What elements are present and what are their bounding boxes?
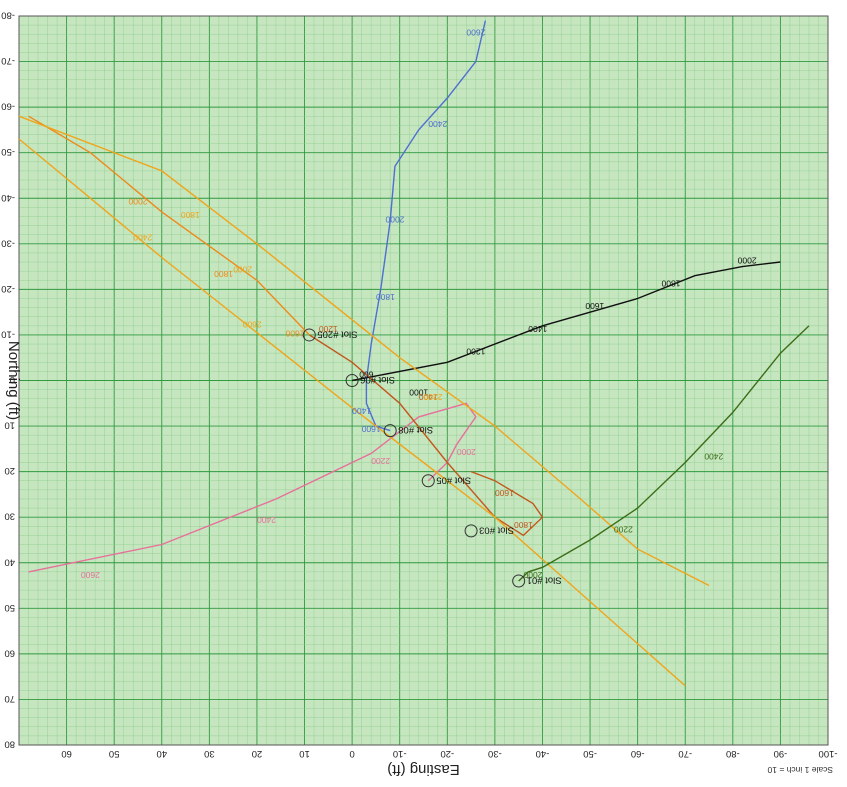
x-tick-label: -70 <box>678 748 692 759</box>
depth-label: 1800 <box>214 269 233 279</box>
slot-label: Slot #06 <box>360 374 395 385</box>
slot-label: Slot #01 <box>527 574 562 585</box>
depth-label: 2000 <box>128 196 147 206</box>
depth-label: 2000 <box>523 570 542 580</box>
y-tick-label: 30 <box>4 511 15 522</box>
y-tick-label: -40 <box>1 192 15 203</box>
scale-note: Scale 1 inch = 10 <box>767 765 833 775</box>
depth-label: 1800 <box>376 292 395 302</box>
x-tick-label: -80 <box>726 748 740 759</box>
x-tick-label: -90 <box>774 748 788 759</box>
series-line <box>365 20 487 432</box>
y-tick-label: -10 <box>1 328 15 339</box>
series-line <box>351 261 781 382</box>
series-line <box>28 115 310 336</box>
depth-label: 1800 <box>514 520 533 530</box>
grid-lines <box>18 15 829 746</box>
y-tick-label: -30 <box>1 237 15 248</box>
y-tick-label: -20 <box>1 283 15 294</box>
slot-marker <box>345 374 359 387</box>
x-tick-label: 20 <box>252 748 263 759</box>
x-tick-label: -60 <box>631 748 645 759</box>
slot-label: Slot #08 <box>398 424 433 435</box>
depth-label: 2200 <box>614 524 633 534</box>
x-tick-label: -40 <box>536 748 550 759</box>
slot-marker <box>421 474 435 488</box>
x-tick-label: -30 <box>488 748 502 759</box>
depth-label: 2200 <box>423 392 442 402</box>
x-tick-label: -20 <box>440 748 454 759</box>
slot-marker <box>512 574 526 588</box>
y-tick-label: 50 <box>4 602 15 613</box>
depth-label: 2200 <box>371 456 390 466</box>
depth-label: 1400 <box>419 392 438 402</box>
series-line <box>518 325 810 582</box>
depth-label: 2600 <box>466 28 485 38</box>
series-line <box>18 138 686 687</box>
y-tick-label: -50 <box>1 146 15 157</box>
depth-label: 1200 <box>466 347 485 357</box>
y-tick-label: -80 <box>1 10 15 21</box>
x-tick-label: 50 <box>109 748 120 759</box>
y-tick-label: 60 <box>4 647 15 658</box>
x-tick-label: 60 <box>61 748 72 759</box>
y-tick-label: 20 <box>4 465 15 476</box>
x-axis-label: Easting (ft) <box>387 761 460 778</box>
y-tick-label: 10 <box>4 420 15 431</box>
depth-label: 1800 <box>181 210 200 220</box>
depth-label: 1400 <box>352 406 371 416</box>
depth-label: 1600 <box>585 301 604 311</box>
y-tick-label: -70 <box>1 55 15 66</box>
slot-label: Slot #205 <box>317 328 357 339</box>
x-tick-label: 40 <box>156 748 167 759</box>
series-line <box>308 334 544 537</box>
series-line <box>28 402 477 573</box>
slot-marker <box>383 424 397 438</box>
tick-labels: -100-90-80-70-60-50-40-30-20-10010203040… <box>1 10 837 760</box>
x-tick-label: 0 <box>349 748 354 759</box>
depth-label: 1600 <box>361 424 380 434</box>
depth-label: 2000 <box>737 255 756 265</box>
depth-label: 2400 <box>133 233 152 243</box>
y-axis-label: Northing (ft) <box>5 341 22 420</box>
y-tick-label: 0 <box>10 374 15 385</box>
x-tick-label: 30 <box>204 748 215 759</box>
depth-label: 1800 <box>661 278 680 288</box>
depth-label: 1400 <box>528 324 547 334</box>
slot-marker <box>464 524 478 538</box>
depth-label: 2600 <box>242 319 261 329</box>
y-tick-label: 70 <box>4 693 15 704</box>
depth-label: 2000 <box>457 447 476 457</box>
depth-label: 1600 <box>285 328 304 338</box>
depth-label: 2400 <box>704 451 723 461</box>
slot-marker <box>302 328 316 342</box>
depth-label: 2400 <box>428 119 447 129</box>
plot-border <box>18 15 829 746</box>
slot-label: Slot #05 <box>436 474 471 485</box>
x-tick-label: -10 <box>393 748 407 759</box>
x-tick-label: -100 <box>818 748 837 759</box>
survey-series <box>18 20 810 687</box>
depth-label: 600 <box>359 369 373 379</box>
depth-label: 2400 <box>257 515 276 525</box>
slot-label: Slot #03 <box>479 524 514 535</box>
slot-markers: Slot #06 Slot #08 Slot #205 Slot #05 Slot #0… <box>302 328 562 588</box>
y-tick-label: 40 <box>4 556 15 567</box>
depth-label: 1000 <box>409 388 428 398</box>
depth-label: 1600 <box>495 488 514 498</box>
y-tick-label: -60 <box>1 101 15 112</box>
series-line <box>18 115 710 587</box>
depth-label: 2000 <box>385 214 404 224</box>
y-tick-label: 80 <box>4 739 15 750</box>
x-tick-label: 10 <box>299 748 310 759</box>
depth-label: 2600 <box>81 570 100 580</box>
x-tick-label: -50 <box>583 748 597 759</box>
depth-label: 1200 <box>319 324 338 334</box>
depth-label: 2000 <box>233 265 252 275</box>
depth-labels: 6001000120014001600180020001400160018002… <box>81 28 757 580</box>
